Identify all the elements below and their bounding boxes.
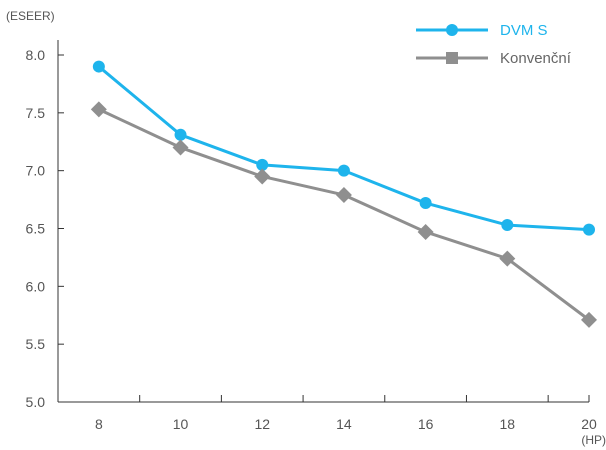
x-tick-label: 16 (418, 416, 434, 432)
legend: DVM S Konvenční (416, 22, 572, 67)
series-layer (90, 60, 597, 328)
y-tick-label: 7.5 (26, 105, 46, 121)
series-line (97, 65, 590, 232)
x-tick-labels: 8 10 12 14 16 18 20 (95, 416, 597, 432)
data-point-circle (501, 219, 514, 232)
y-tick-label: 5.5 (26, 336, 46, 352)
y-tick-label: 8.0 (26, 47, 46, 63)
legend-marker-square (446, 52, 458, 64)
data-point-diamond (172, 139, 189, 156)
data-point-diamond (90, 101, 107, 118)
y-tick-label: 6.5 (26, 221, 46, 237)
x-tick-label: 20 (581, 416, 597, 432)
x-tick-label: 18 (500, 416, 516, 432)
y-tick-labels: 5.0 5.5 6.0 6.5 7.0 7.5 8.0 (26, 47, 46, 410)
data-point-diamond (417, 223, 434, 240)
series-dvm-s (92, 60, 595, 236)
series-line (98, 108, 590, 322)
data-point-circle (337, 164, 350, 177)
y-axis-unit-label: (ESEER) (6, 9, 55, 23)
legend-marker-circle (446, 24, 458, 36)
y-tick-label: 5.0 (26, 394, 46, 410)
legend-label-konvencni: Konvenční (500, 50, 572, 67)
data-point-circle (174, 128, 187, 141)
legend-item-dvm-s: DVM S (416, 22, 548, 39)
data-point-diamond (335, 186, 352, 203)
data-point-circle (419, 197, 432, 210)
legend-item-konvencni: Konvenční (416, 50, 572, 67)
y-tick-label: 6.0 (26, 278, 46, 294)
axes (57, 40, 590, 403)
data-point-circle (92, 60, 105, 73)
x-tick-label: 10 (173, 416, 189, 432)
x-tick-label: 14 (336, 416, 352, 432)
y-tick-label: 7.0 (26, 163, 46, 179)
x-axis-unit-label: (HP) (581, 433, 606, 447)
x-tick-label: 8 (95, 416, 103, 432)
data-point-circle (583, 223, 595, 236)
data-point-diamond (499, 250, 516, 267)
data-point-diamond (254, 168, 271, 185)
x-tick-label: 12 (254, 416, 270, 432)
data-point-circle (256, 158, 269, 171)
legend-label-dvm-s: DVM S (500, 22, 548, 39)
series-konvencni (90, 101, 597, 328)
data-point-diamond (581, 311, 597, 328)
